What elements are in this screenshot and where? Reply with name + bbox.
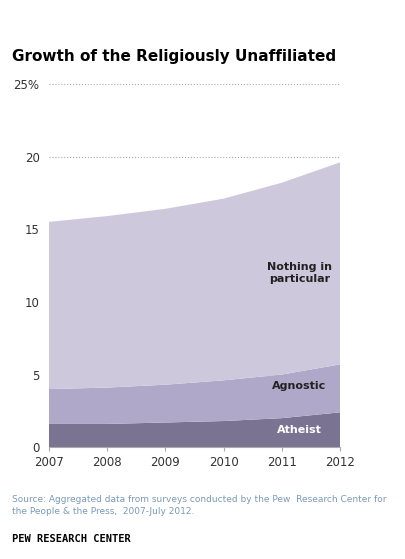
Text: PEW RESEARCH CENTER: PEW RESEARCH CENTER xyxy=(12,534,131,544)
Text: Agnostic: Agnostic xyxy=(272,381,326,391)
Text: Nothing in
particular: Nothing in particular xyxy=(267,262,332,283)
Text: Atheist: Atheist xyxy=(277,425,322,435)
Text: Source: Aggregated data from surveys conducted by the Pew  Research Center for
t: Source: Aggregated data from surveys con… xyxy=(12,495,387,515)
Text: Growth of the Religiously Unaffiliated: Growth of the Religiously Unaffiliated xyxy=(12,49,336,64)
